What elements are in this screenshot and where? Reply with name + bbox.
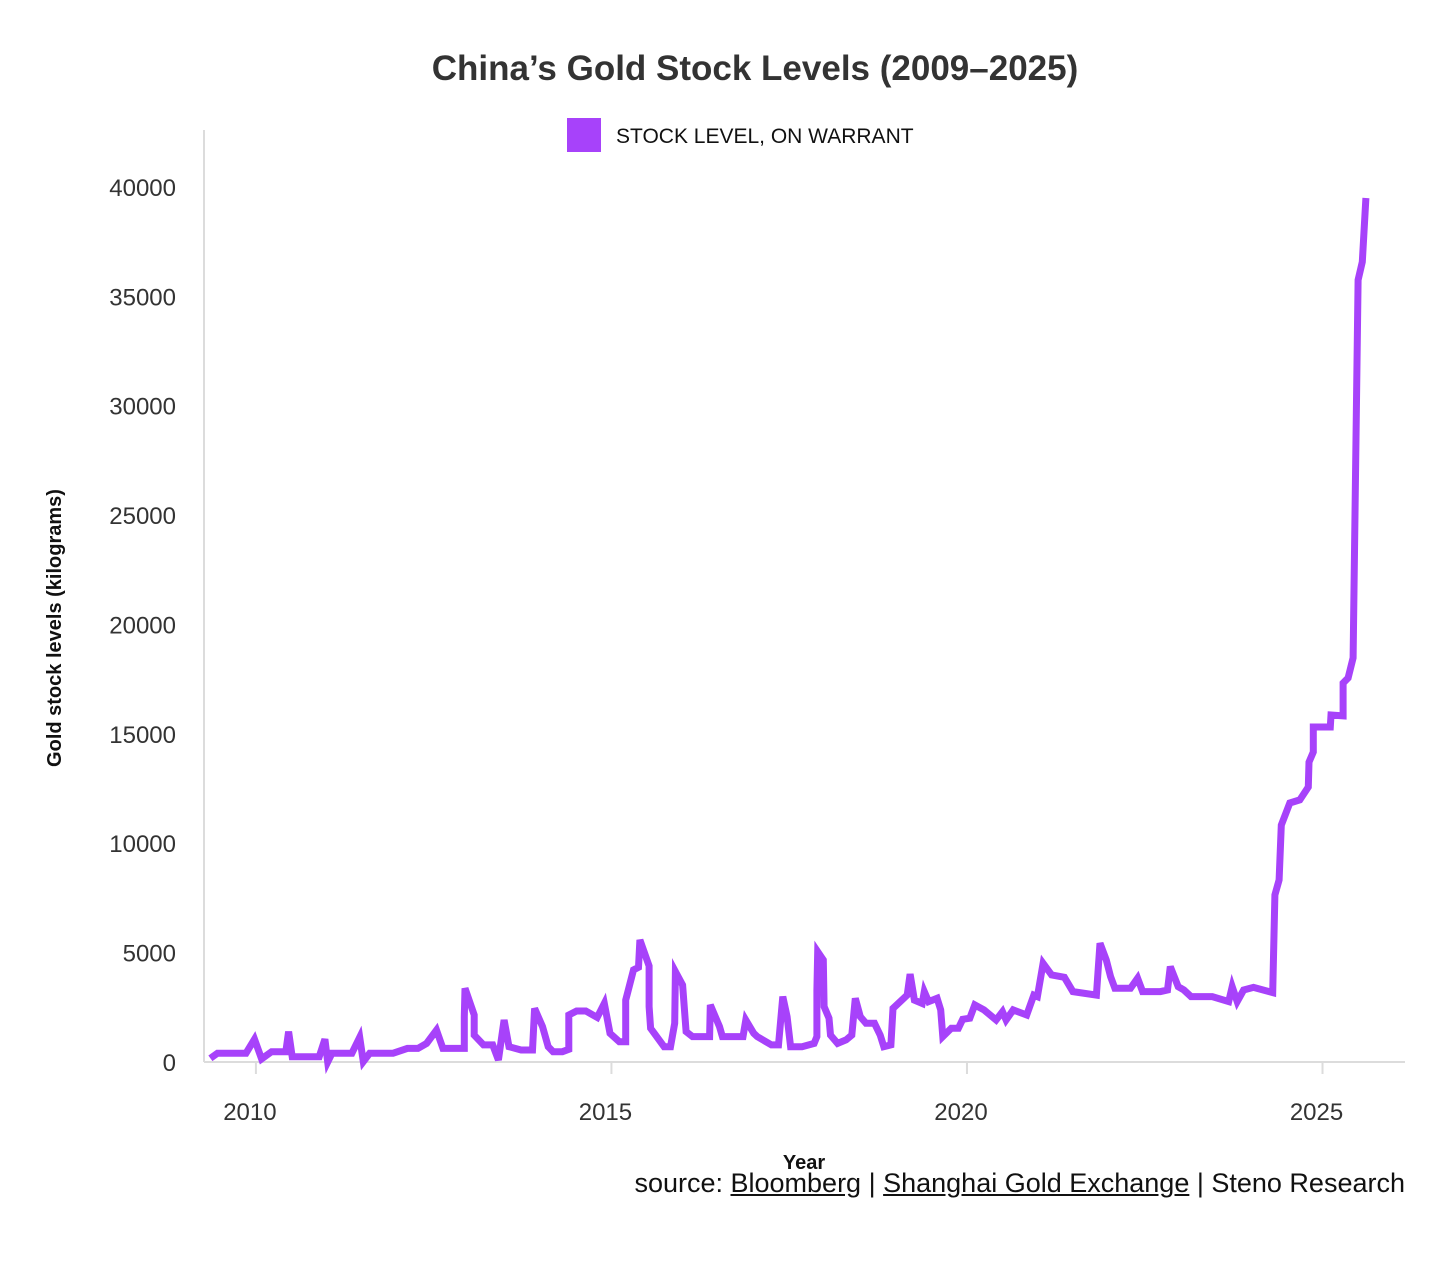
x-axis-title: Year bbox=[783, 1152, 825, 1174]
y-tick-label: 20000 bbox=[109, 612, 176, 639]
y-tick-label: 10000 bbox=[109, 831, 176, 858]
source-prefix: source: bbox=[634, 1168, 731, 1198]
legend-swatch bbox=[567, 118, 601, 152]
chart-title: China’s Gold Stock Levels (2009–2025) bbox=[432, 49, 1079, 88]
y-tick-label: 0 bbox=[163, 1050, 176, 1077]
source-link-bloomberg[interactable]: Bloomberg bbox=[730, 1168, 862, 1198]
legend-label: STOCK LEVEL, ON WARRANT bbox=[616, 125, 914, 148]
x-tick-label: 2025 bbox=[1290, 1099, 1343, 1126]
x-tick-label: 2010 bbox=[223, 1099, 276, 1126]
source-separator: | bbox=[1189, 1168, 1212, 1198]
y-tick-label: 25000 bbox=[109, 503, 176, 530]
source-separator: | bbox=[861, 1168, 884, 1198]
y-axis-title: Gold stock levels (kilograms) bbox=[44, 489, 66, 767]
y-tick-label: 15000 bbox=[109, 722, 176, 749]
y-tick-label: 30000 bbox=[109, 394, 176, 421]
y-tick-label: 5000 bbox=[123, 941, 176, 968]
y-tick-label: 40000 bbox=[109, 175, 176, 202]
source-steno: Steno Research bbox=[1211, 1168, 1405, 1198]
series-line-stock-level bbox=[208, 197, 1370, 1075]
source-link-sge[interactable]: Shanghai Gold Exchange bbox=[883, 1168, 1190, 1198]
x-tick-label: 2015 bbox=[579, 1099, 632, 1126]
source-note: source: Bloomberg | Shanghai Gold Exchan… bbox=[634, 1168, 1405, 1199]
y-tick-label: 35000 bbox=[109, 284, 176, 311]
x-tick-label: 2020 bbox=[934, 1099, 987, 1126]
